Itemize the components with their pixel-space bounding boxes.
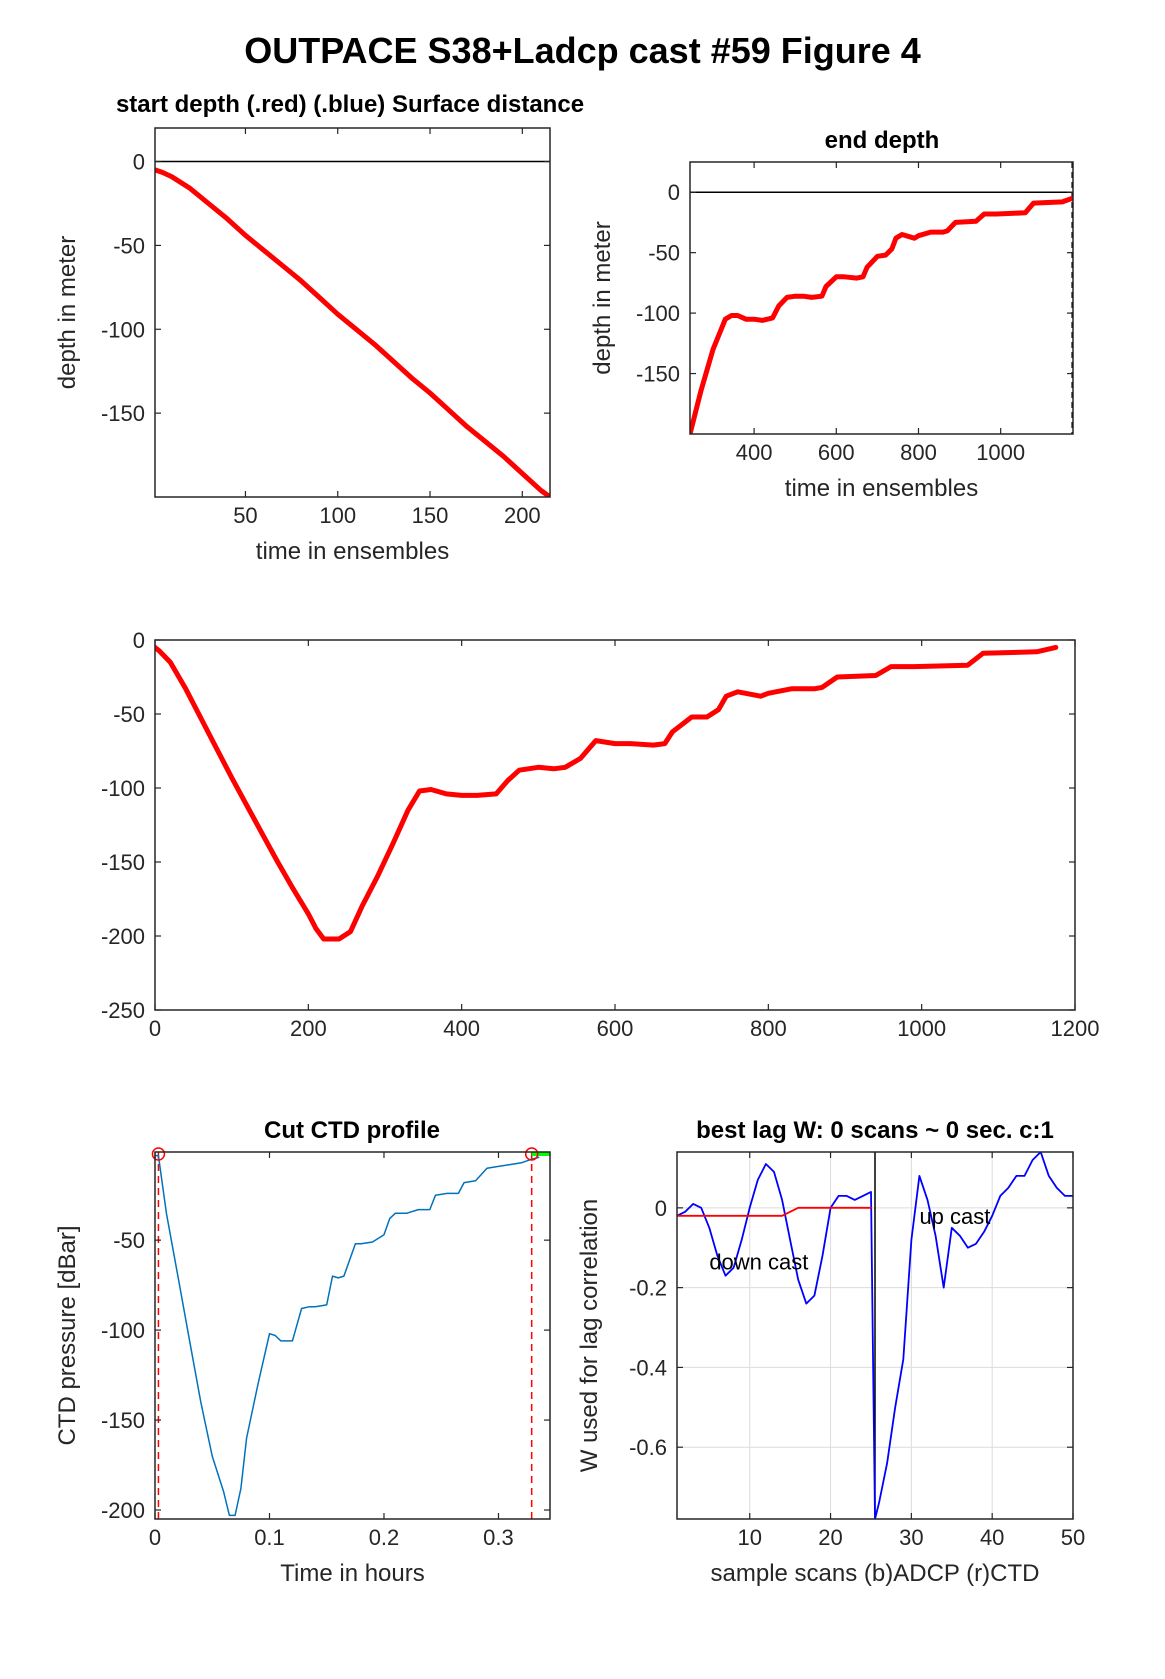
x-tick-label: 0.3: [483, 1525, 514, 1550]
panel-start-depth: 50 100 150 200 0 -50 -100 -150 time in ensembles…: [54, 91, 584, 565]
axes-box: [154, 127, 551, 498]
panel-cut-ctd: 0 0.1 0.2 0.3 -50 -100 -150 -200 Time in hours CT…: [54, 1117, 551, 1587]
x-tick-label: 20: [818, 1525, 842, 1550]
y-tick-label: -100: [101, 1318, 145, 1343]
y-tick-label: -150: [101, 1408, 145, 1433]
series-line-0: [155, 644, 1059, 942]
y-axis-label: CTD pressure [dBar]: [54, 1225, 81, 1445]
cast-annotation: down cast: [709, 1250, 808, 1275]
series-line-0: [690, 195, 1073, 434]
x-tick-label: 800: [750, 1016, 787, 1041]
panel-best-lag: 10 20 30 40 50 0 -0.2 -0.4 -0.6 sample scans (b)A…: [576, 1117, 1085, 1587]
plot-area: [155, 640, 1075, 1010]
x-tick-label: 10: [737, 1525, 761, 1550]
y-tick-label: -100: [636, 301, 680, 326]
plot-content: [155, 644, 1059, 942]
panel-title: best lag W: 0 scans ~ 0 sec. c:1: [696, 1117, 1054, 1144]
y-tick-label: -100: [101, 776, 145, 801]
y-tick-label: 0: [133, 150, 145, 175]
x-tick-label: 100: [319, 503, 356, 528]
y-tick-label: 0: [655, 1196, 667, 1221]
series-line-0: [155, 167, 550, 497]
y-tick-label: -100: [101, 317, 145, 342]
x-axis-label: sample scans (b)ADCP (r)CTD: [711, 1560, 1040, 1587]
panel-full-profile: 0 200 400 600 800 1000 1200 0 -50 -100 -150 -200 -25…: [101, 628, 1100, 1041]
x-tick-label: 50: [233, 503, 257, 528]
y-tick-label: 0: [668, 180, 680, 205]
y-tick-label: -250: [101, 998, 145, 1023]
y-tick-label: 0: [133, 628, 145, 653]
x-tick-label: 1000: [976, 440, 1025, 465]
y-axis-label: depth in meter: [54, 236, 81, 389]
y-tick-label: -150: [101, 401, 145, 426]
x-tick-label: 200: [290, 1016, 327, 1041]
y-tick-label: -0.6: [629, 1435, 667, 1460]
axes-box: [689, 161, 1074, 435]
figure-title: OUTPACE S38+Ladcp cast #59 Figure 4: [244, 30, 921, 71]
x-axis-label: time in ensembles: [256, 538, 449, 565]
series-line-0: [155, 1154, 540, 1517]
plot-content: [677, 1152, 1073, 1519]
x-tick-label: 800: [900, 440, 937, 465]
plot-area: [690, 162, 1073, 434]
series-line-1: [677, 1206, 872, 1217]
x-tick-label: 0: [149, 1525, 161, 1550]
panel-title: Cut CTD profile: [264, 1117, 440, 1144]
y-axis-label: W used for lag correlation: [576, 1199, 603, 1472]
cut-marker: [524, 1147, 539, 1161]
x-tick-label: 600: [597, 1016, 634, 1041]
axes-box: [676, 1151, 1074, 1520]
x-tick-label: 50: [1061, 1525, 1085, 1550]
y-tick-label: -50: [113, 702, 145, 727]
y-tick-label: -200: [101, 1498, 145, 1523]
plot-content: [155, 1152, 540, 1519]
plot-content: [155, 160, 550, 497]
x-tick-label: 150: [412, 503, 449, 528]
panel-end-depth: 400 600 800 1000 0 -50 -100 -150 time in ensembl…: [589, 127, 1074, 502]
x-tick-label: 30: [899, 1525, 923, 1550]
x-tick-label: 40: [980, 1525, 1004, 1550]
y-tick-label: -0.4: [629, 1355, 667, 1380]
panel-title: end depth: [825, 127, 940, 154]
x-tick-label: 0.2: [369, 1525, 400, 1550]
x-tick-label: 1000: [897, 1016, 946, 1041]
axes-box: [154, 1151, 551, 1520]
y-axis-label: depth in meter: [589, 221, 616, 374]
y-tick-label: -50: [648, 241, 680, 266]
x-tick-label: 400: [443, 1016, 480, 1041]
plot-area: [155, 1152, 550, 1519]
series-line-0: [677, 1152, 1073, 1519]
panel-title: start depth (.red) (.blue) Surface dista…: [116, 91, 584, 118]
y-tick-label: -50: [113, 1228, 145, 1253]
x-tick-label: 200: [504, 503, 541, 528]
x-tick-label: 0.1: [254, 1525, 285, 1550]
cut-marker: [151, 1147, 166, 1161]
plot-area: [155, 128, 550, 497]
x-axis-label: Time in hours: [280, 1560, 425, 1587]
y-tick-label: -200: [101, 924, 145, 949]
plot-content: [690, 162, 1073, 434]
x-tick-label: 400: [736, 440, 773, 465]
x-axis-label: time in ensembles: [785, 475, 978, 502]
x-tick-label: 1200: [1051, 1016, 1100, 1041]
y-tick-label: -150: [101, 850, 145, 875]
y-tick-label: -0.2: [629, 1276, 667, 1301]
y-tick-label: -150: [636, 362, 680, 387]
x-tick-label: 0: [149, 1016, 161, 1041]
cast-annotation: up cast: [919, 1204, 990, 1229]
x-tick-label: 600: [818, 440, 855, 465]
y-tick-label: -50: [113, 233, 145, 258]
